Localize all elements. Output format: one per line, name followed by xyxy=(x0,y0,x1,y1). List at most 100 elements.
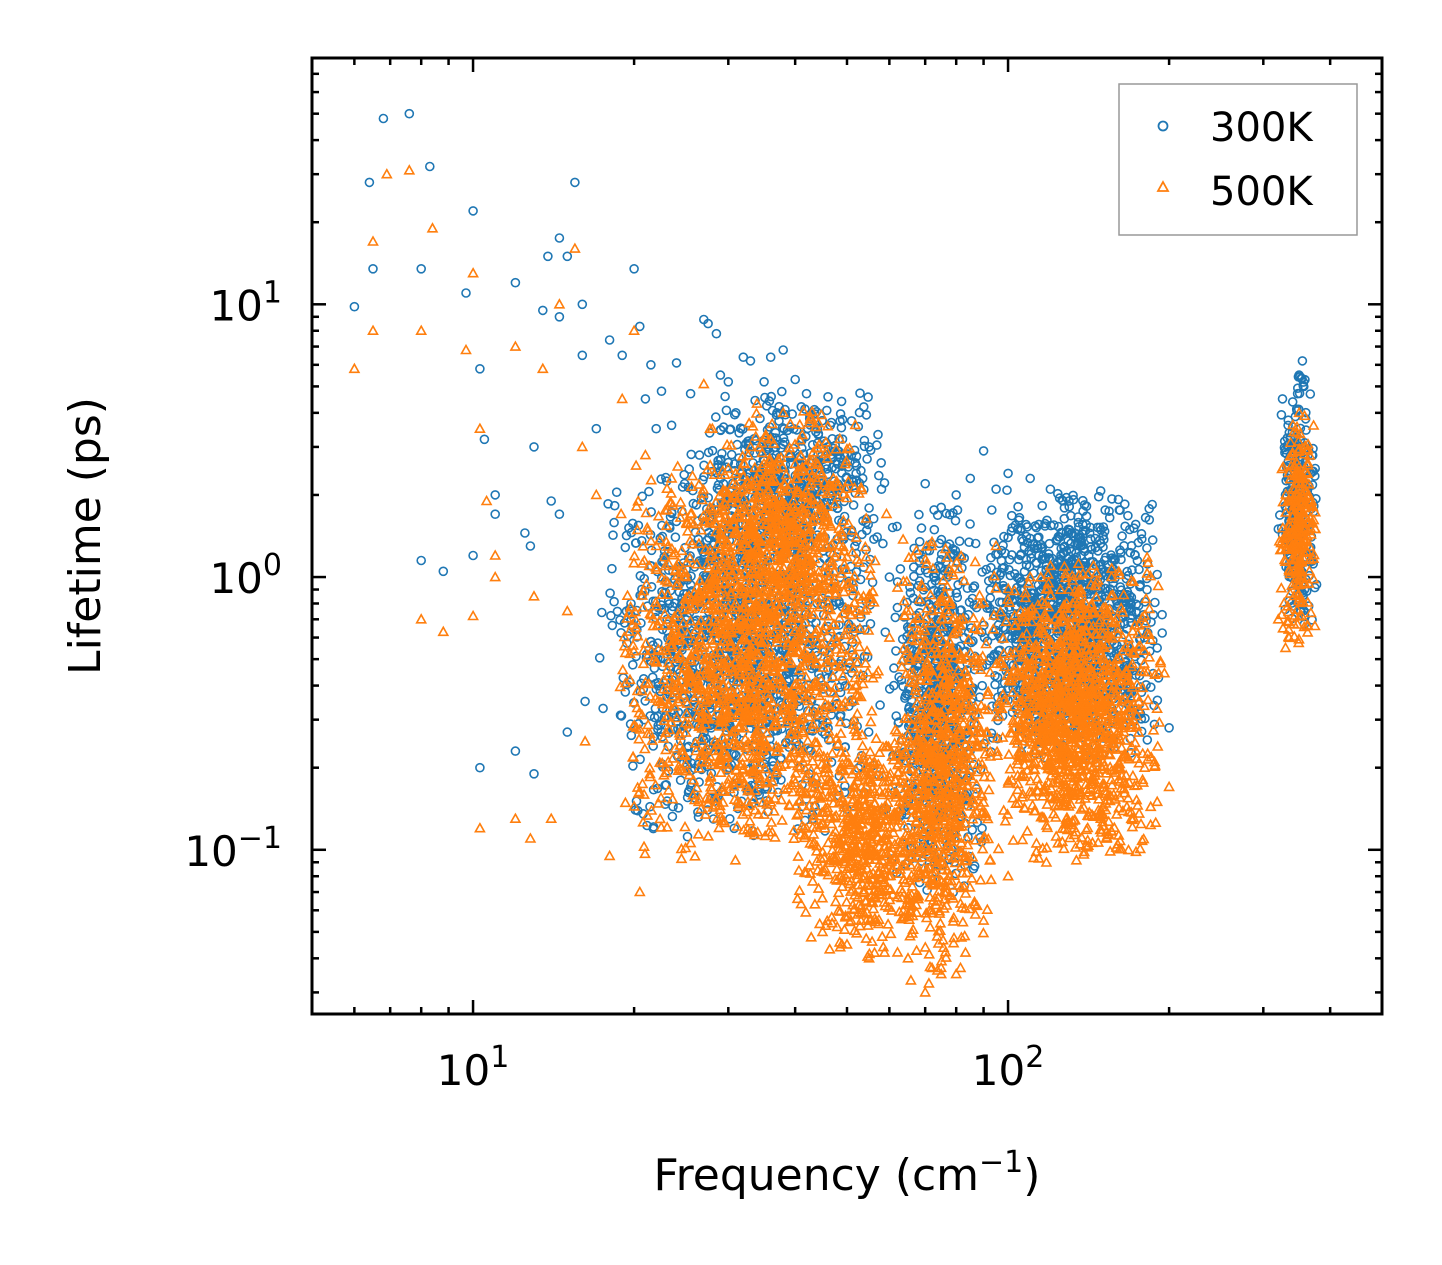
data-point-300K xyxy=(594,652,605,663)
data-point-300K xyxy=(520,528,530,538)
data-point-300K xyxy=(850,457,861,468)
data-point-300K xyxy=(1297,356,1308,366)
data-point-300K xyxy=(827,462,838,473)
data-point-300K xyxy=(490,490,501,500)
data-point-300K xyxy=(834,598,845,609)
data-point-300K xyxy=(660,780,671,791)
data-point-300K xyxy=(734,427,744,438)
data-point-300K xyxy=(479,434,490,445)
data-point-300K xyxy=(784,674,795,684)
data-point-300K xyxy=(620,542,631,553)
data-point-300K xyxy=(648,741,659,751)
data-point-300K xyxy=(629,263,639,274)
data-point-300K xyxy=(675,775,686,786)
data-point-300K xyxy=(703,318,713,329)
data-point-300K xyxy=(475,762,485,773)
data-point-300K xyxy=(1164,722,1174,733)
data-point-300K xyxy=(863,727,874,737)
data-point-300K xyxy=(780,404,790,415)
data-point-300K xyxy=(651,423,662,434)
data-point-300K xyxy=(646,581,657,592)
data-point-300K xyxy=(609,517,619,528)
data-point-300K xyxy=(726,449,737,460)
data-point-300K xyxy=(580,696,590,707)
data-point-300K xyxy=(647,672,658,683)
data-point-300K xyxy=(616,711,627,721)
data-point-300K xyxy=(729,458,740,469)
data-point-300K xyxy=(468,206,478,216)
data-point-300K xyxy=(801,388,812,399)
data-point-300K xyxy=(835,711,846,722)
data-point-300K xyxy=(656,386,667,397)
data-point-300K xyxy=(920,478,931,489)
data-point-300K xyxy=(475,363,485,374)
data-point-300K xyxy=(666,420,677,431)
data-point-300K xyxy=(884,572,895,582)
data-point-300K xyxy=(876,457,887,468)
data-point-300K xyxy=(591,423,602,434)
data-point-300K xyxy=(862,454,872,464)
data-point-300K xyxy=(806,663,817,674)
data-point-300K xyxy=(1025,473,1035,484)
data-point-300K xyxy=(853,421,864,432)
data-point-300K xyxy=(666,507,677,517)
data-point-300K xyxy=(607,620,618,631)
data-point-300K xyxy=(745,356,756,366)
data-point-300K xyxy=(416,263,427,274)
data-point-300K xyxy=(596,607,607,618)
data-point-300K xyxy=(490,509,501,520)
data-point-300K xyxy=(598,703,608,714)
data-point-300K xyxy=(1045,484,1056,495)
data-point-300K xyxy=(626,527,637,538)
data-point-300K xyxy=(685,551,695,561)
data-point-300K xyxy=(664,599,675,609)
data-point-300K xyxy=(879,478,890,488)
data-point-300K xyxy=(851,451,862,462)
data-point-300K xyxy=(765,352,776,363)
data-point-300K xyxy=(991,484,1001,495)
data-point-300K xyxy=(783,668,794,678)
data-point-300K xyxy=(630,538,641,548)
data-point-300K xyxy=(577,299,588,310)
data-point-300K xyxy=(529,768,539,779)
data-point-300K xyxy=(855,388,865,399)
data-point-300K xyxy=(671,358,682,368)
data-point-300K xyxy=(875,700,885,710)
data-point-300K xyxy=(711,328,722,339)
data-point-300K xyxy=(978,446,989,456)
data-point-300K xyxy=(824,602,835,613)
data-point-300K xyxy=(837,434,848,445)
data-point-300K xyxy=(768,748,779,758)
data-point-300K xyxy=(725,424,736,435)
data-point-300K xyxy=(684,464,695,474)
data-point-300K xyxy=(604,335,615,345)
data-point-300K xyxy=(349,301,360,312)
data-point-300K xyxy=(617,350,628,361)
data-point-300K xyxy=(468,550,478,561)
data-point-300K xyxy=(858,402,869,412)
data-point-300K xyxy=(738,352,749,363)
data-point-300K xyxy=(685,388,696,399)
data-point-300K xyxy=(605,588,615,599)
data-point-300K xyxy=(782,425,793,436)
data-point-300K xyxy=(644,486,654,497)
data-point-300K xyxy=(461,288,471,298)
data-point-300K xyxy=(635,570,646,581)
data-point-300K xyxy=(648,784,659,795)
data-point-300K xyxy=(835,409,846,419)
data-point-300K xyxy=(562,251,573,262)
data-point-300K xyxy=(729,823,740,834)
data-point-300K xyxy=(790,374,801,385)
data-point-300K xyxy=(543,251,553,262)
data-point-300K xyxy=(682,831,693,842)
data-point-300K xyxy=(607,563,617,574)
data-point-300K xyxy=(835,687,846,698)
data-point-300K xyxy=(850,541,860,551)
data-point-300K xyxy=(378,113,389,124)
data-point-300K xyxy=(529,442,539,452)
data-point-300K xyxy=(679,469,690,480)
data-point-300K xyxy=(683,707,693,718)
data-point-300K xyxy=(851,475,862,486)
data-point-300K xyxy=(872,532,883,542)
data-point-300K xyxy=(778,345,789,355)
